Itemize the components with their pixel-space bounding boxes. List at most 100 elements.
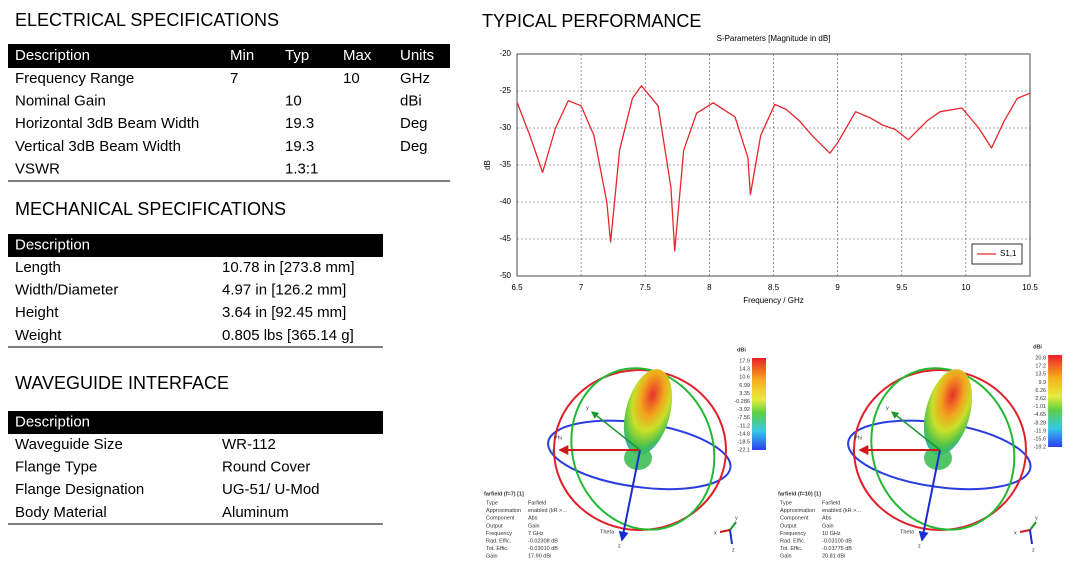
table-cell: 4.97 in [126.2 mm] [222, 282, 346, 299]
farfield-plot [547, 358, 766, 545]
axis-label: z [618, 543, 621, 549]
x-tick-label: 6.5 [511, 283, 523, 292]
info-value: Gain [528, 523, 540, 529]
colorbar-label: 13.5 [1035, 372, 1046, 378]
table-cell: Nominal Gain [15, 93, 106, 110]
legend-box [971, 243, 1023, 265]
axis-label: y [886, 405, 889, 411]
axis-label: x [852, 448, 855, 454]
colorbar-label: -0.286 [734, 399, 750, 405]
table-header-bar [8, 234, 383, 257]
table-cell: 10.78 in [273.8 mm] [222, 259, 355, 276]
colorbar-label: 17.9 [739, 358, 750, 364]
table-cell: 7 [230, 70, 238, 87]
colorbar-label: -15.6 [1034, 436, 1047, 442]
table-cell: Weight [15, 327, 62, 344]
info-key: Approximation [780, 508, 815, 514]
triad-z [729, 529, 733, 545]
info-key: Frequency [486, 531, 512, 537]
colorbar [1048, 355, 1063, 447]
axis-label: x [1014, 530, 1017, 536]
axis-label: x [714, 530, 717, 536]
axis-label: y [586, 405, 589, 411]
legend-label: S1,1 [1000, 249, 1017, 258]
beam-lobe [923, 369, 973, 455]
triad-x [719, 529, 731, 533]
info-key: Output [780, 523, 797, 529]
table-cell: 0.805 lbs [365.14 g] [222, 327, 354, 344]
y-tick-label: -35 [499, 160, 511, 169]
y-tick-label: -40 [499, 197, 511, 206]
info-key: Type [780, 500, 792, 506]
table-cell: UG-51/ U-Mod [222, 481, 320, 498]
info-value: -0.03010 dB [528, 546, 558, 552]
y-axis-arrow [591, 411, 641, 451]
colorbar-label: -11.2 [738, 423, 750, 429]
info-value: 20.81 dBi [822, 554, 845, 560]
table-cell: GHz [400, 70, 430, 87]
colorbar-label: -22.1 [737, 448, 750, 454]
section-title: WAVEGUIDE INTERFACE [15, 373, 229, 393]
table-cell: VSWR [15, 160, 60, 177]
info-key: Rad. Effic. [780, 538, 806, 544]
info-key: Gain [486, 554, 498, 560]
colorbar-label: 6.26 [1035, 388, 1046, 394]
table-cell: Length [15, 259, 61, 276]
table-header-bar [8, 411, 383, 434]
info-value: Gain [822, 523, 834, 529]
axis-label: z [732, 547, 735, 553]
farfield-plot [847, 355, 1063, 545]
table-cell: 10 [285, 93, 302, 110]
colorbar-label: 3.35 [739, 391, 750, 397]
y-tick-label: -30 [499, 123, 511, 132]
colorbar-label: -11.9 [1034, 428, 1046, 434]
y-tick-label: -25 [499, 86, 511, 95]
table-header: Description [15, 47, 90, 64]
table-cell: Waveguide Size [15, 436, 123, 453]
info-value: -0.03775 dB [822, 546, 852, 552]
table-cell: Body Material [15, 504, 107, 521]
colorbar-label: 9.9 [1038, 380, 1046, 386]
x-tick-label: 10 [961, 283, 970, 292]
y-axis-arrow [891, 411, 941, 451]
x-tick-label: 9 [835, 283, 840, 292]
table-header: Max [343, 47, 372, 64]
info-key: Frequency [780, 531, 806, 537]
info-key: Type [486, 500, 498, 506]
beam-lobe [623, 369, 673, 455]
table-header-bar [8, 44, 450, 68]
triad-y [1029, 521, 1037, 531]
table-cell: 19.3 [285, 115, 314, 132]
table-cell: 10 [343, 70, 360, 87]
y-axis-label: dB [483, 160, 492, 170]
table-header: Description [15, 413, 90, 430]
colorbar-label: 2.62 [1035, 396, 1046, 402]
info-key: Component [486, 516, 515, 522]
table-cell: Flange Type [15, 459, 97, 476]
colorbar-label: -1.01 [1034, 404, 1047, 410]
colorbar-label: 6.99 [739, 383, 750, 389]
table-cell: Deg [400, 138, 428, 155]
axis-label: z [1032, 547, 1035, 553]
table-cell: Frequency Range [15, 70, 134, 87]
table-header: Description [15, 236, 90, 253]
info-value: enabled (kR >... [528, 508, 567, 514]
table-header: Min [230, 47, 254, 64]
table-cell: Height [15, 304, 59, 321]
triad-z [1029, 529, 1033, 545]
info-value: -0.02308 dB [528, 538, 558, 544]
colorbar-label: 10.6 [739, 375, 750, 381]
table-cell: 19.3 [285, 138, 314, 155]
colorbar [752, 358, 766, 450]
x-tick-label: 9.5 [896, 283, 908, 292]
colorbar-title: dBi [737, 347, 746, 353]
table-cell: Width/Diameter [15, 282, 118, 299]
x-tick-label: 7 [579, 283, 584, 292]
table-cell: dBi [400, 93, 422, 110]
axis-label: z [918, 543, 921, 549]
triad-y [729, 521, 737, 531]
info-key: Gain [780, 554, 792, 560]
info-key: Tot. Effic. [486, 546, 509, 552]
axis-label: y [735, 515, 738, 521]
